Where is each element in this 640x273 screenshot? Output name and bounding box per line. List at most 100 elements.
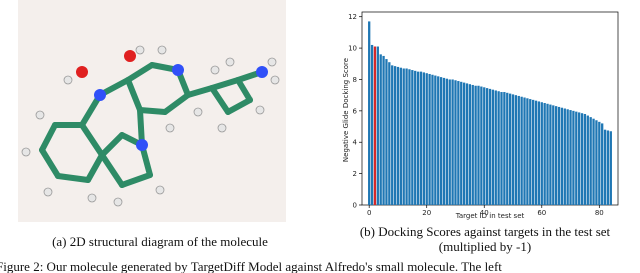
bar [483,87,486,205]
atom-n [172,64,184,76]
bar [603,129,607,205]
bar [540,102,543,205]
bar [488,88,492,205]
molecule-image [18,0,286,222]
bar [437,76,440,205]
bar [578,112,581,205]
x-tick-label: 40 [480,209,489,217]
bar [514,95,518,205]
chart: Negative Glide Docking Score Target ID i… [342,11,619,220]
bar [566,109,569,205]
bar [572,110,575,205]
caption-b-line: (b) Docking Scores against targets in th… [359,224,611,239]
bar [503,92,506,205]
figure-caption: Figure 2: Our molecule generated by Targ… [0,259,502,273]
bar [589,117,592,205]
bar [529,99,532,205]
y-tick-label: 2 [353,170,357,178]
x-axis-label: Target ID in test set [455,212,525,220]
bar [468,84,472,205]
bar [534,100,538,205]
bar [595,120,598,205]
bar [580,113,584,205]
bar [405,68,408,205]
bar [560,107,564,205]
bar [523,97,526,205]
bar [606,130,610,205]
x-tick-label: 0 [367,209,371,217]
bar [543,103,546,205]
bar [454,80,457,205]
atom-n [94,89,106,101]
bar [457,81,460,205]
x-tick-label: 20 [422,209,431,217]
bar [388,62,391,206]
bar [411,70,414,205]
bar [373,46,377,205]
bar [422,72,425,205]
bar [393,66,397,205]
bar [601,123,604,205]
x-tick-label: 60 [537,209,546,217]
bar [531,99,535,205]
y-tick-label: 8 [353,76,357,84]
y-tick-label: 6 [353,107,358,115]
caption-b-line: (multiplied by -1) [438,239,532,254]
bar [408,69,411,205]
bar [546,103,549,205]
x-tick-label: 80 [595,209,604,217]
bar [517,95,520,205]
bar [385,59,388,206]
bar [465,83,469,205]
y-tick-label: 4 [353,139,358,147]
bar [592,118,595,205]
bar [511,94,515,205]
bar [425,73,428,205]
bar [402,68,405,205]
bar [563,108,566,205]
atom-n [136,139,148,151]
bar [382,55,385,205]
bar [396,66,400,205]
bar [480,86,483,205]
atom-o [76,66,88,78]
bar [586,115,589,205]
bar [460,81,463,205]
bar [379,54,382,206]
bar [439,77,443,205]
bar [442,77,446,205]
y-tick-label: 10 [348,45,357,53]
bar [491,89,495,205]
bar [368,21,371,205]
bar [370,44,374,205]
atom-n [256,66,268,78]
bar [494,90,497,205]
bar [549,104,552,205]
bar [555,106,558,205]
y-tick-label: 0 [353,202,357,210]
bar [575,111,578,205]
bar [471,84,474,205]
bar [506,92,509,205]
atom-o [124,50,136,62]
bar [448,79,451,205]
bar [552,105,555,205]
bar [500,92,503,205]
bar [557,106,561,205]
bar [526,98,529,205]
bar [445,78,449,205]
bar [431,74,434,206]
bar [428,73,431,205]
bar [583,113,587,205]
bar [416,71,420,206]
bar [391,65,394,205]
bar [477,85,480,205]
bar [451,79,454,205]
bar [376,46,379,205]
y-tick-label: 12 [348,13,357,21]
bar [414,70,417,205]
bar [609,131,612,205]
bar [497,91,500,205]
bar [520,96,523,205]
